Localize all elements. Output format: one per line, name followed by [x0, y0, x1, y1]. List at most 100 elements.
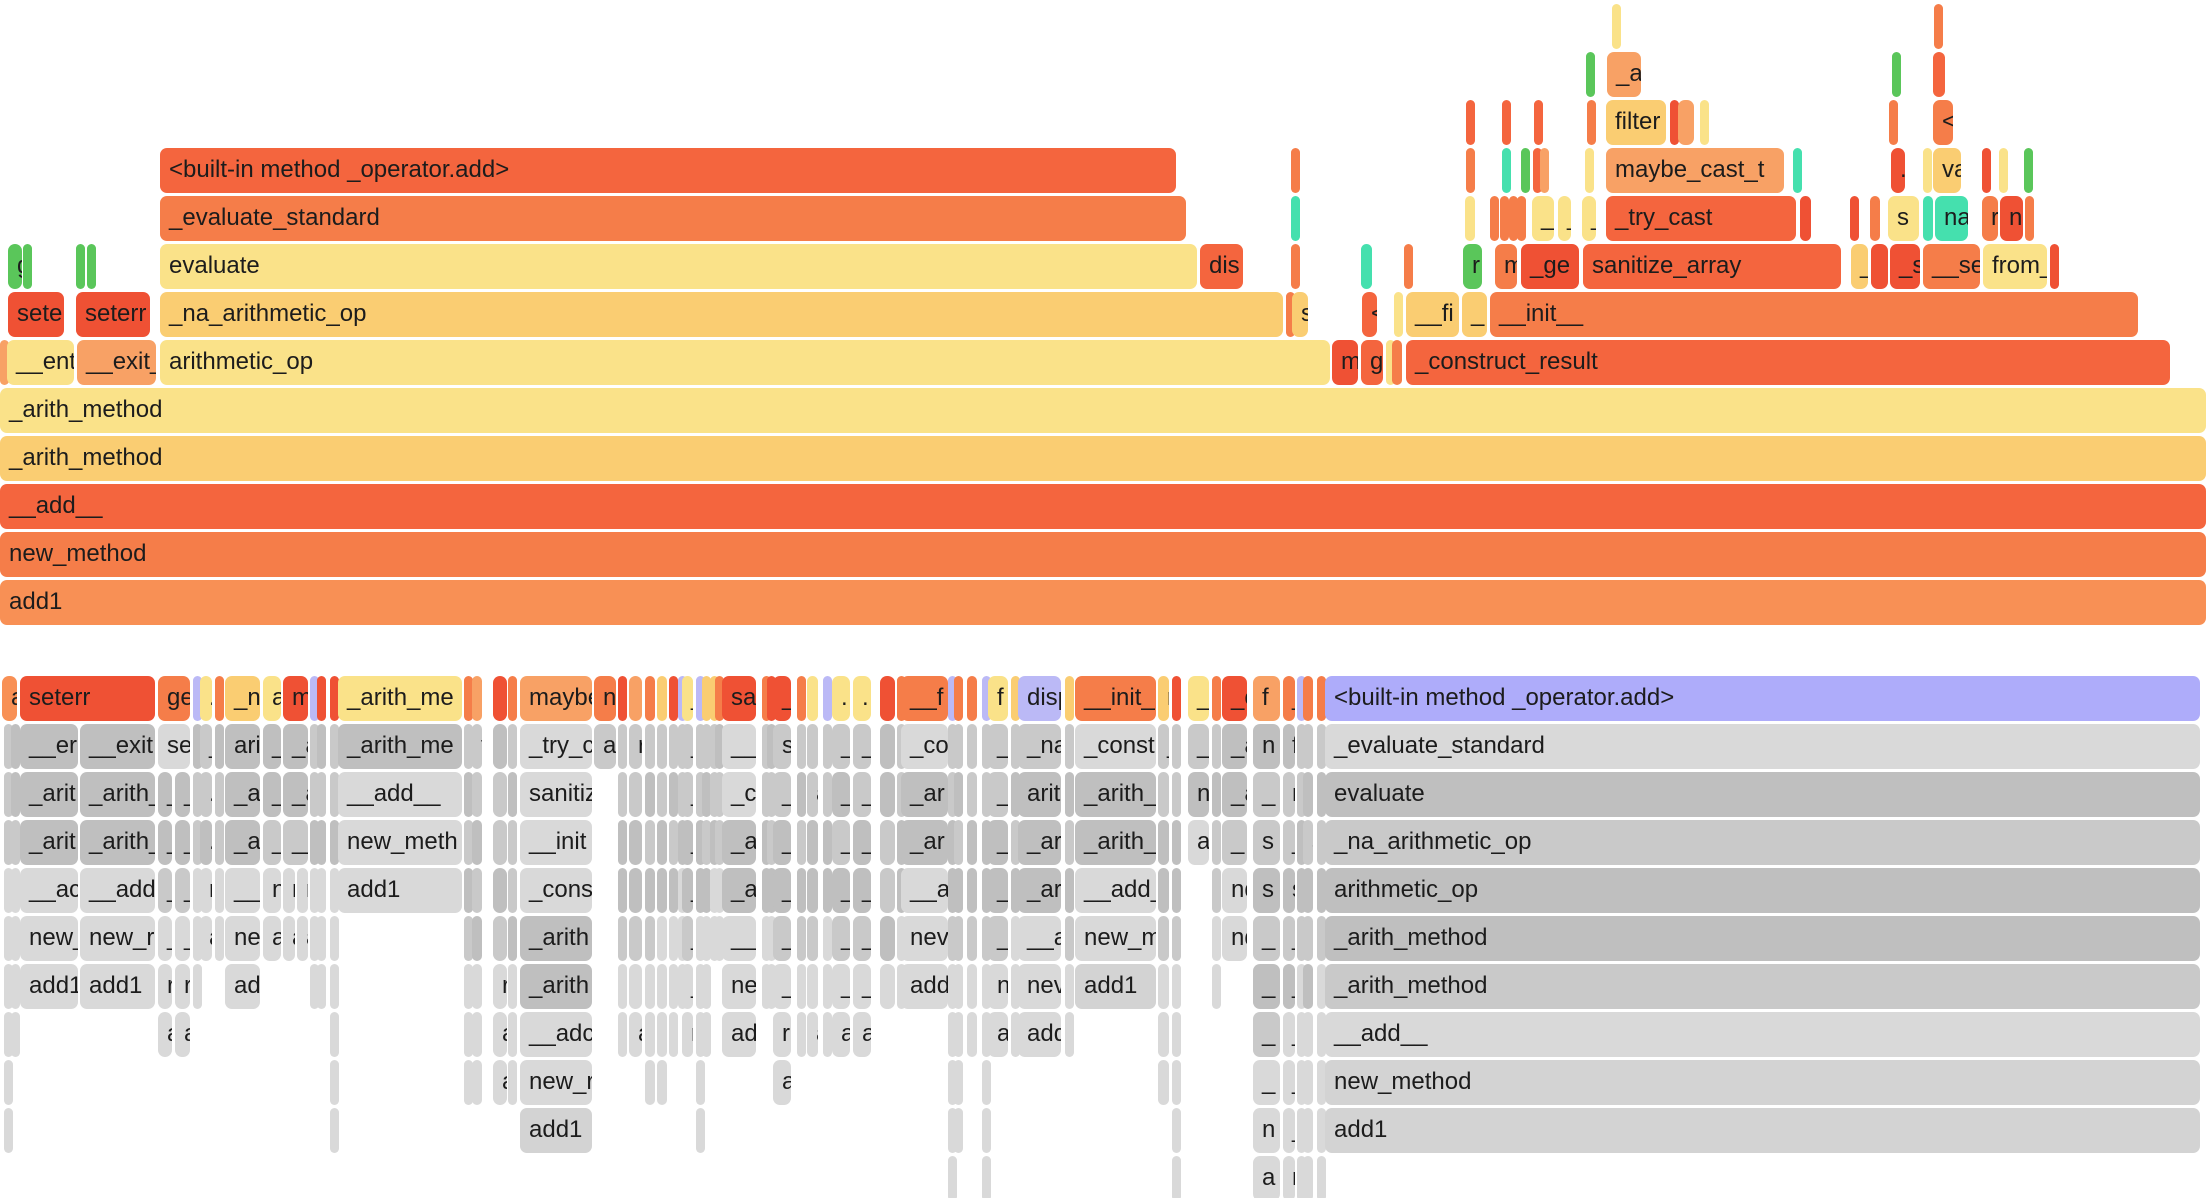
flame-frame[interactable]	[948, 868, 957, 913]
flame-frame[interactable]: _construct_result	[1406, 340, 2170, 385]
flame-frame[interactable]	[1297, 964, 1306, 1009]
flame-frame[interactable]	[330, 676, 339, 721]
flame-frame[interactable]	[317, 964, 326, 1009]
flame-frame[interactable]	[4, 1060, 13, 1105]
flame-frame[interactable]	[807, 676, 818, 721]
flame-frame[interactable]	[193, 916, 202, 961]
flame-frame[interactable]: __add__	[1325, 1012, 2200, 1057]
flame-frame[interactable]: _	[158, 820, 172, 865]
flame-frame[interactable]	[330, 964, 339, 1009]
flame-frame[interactable]: f	[988, 676, 1008, 721]
flame-frame[interactable]: r	[1982, 196, 1998, 241]
flame-frame[interactable]: add1	[1325, 1108, 2200, 1153]
flame-frame[interactable]	[215, 676, 224, 721]
flame-frame[interactable]: _s	[1890, 244, 1920, 289]
flame-frame[interactable]	[1158, 916, 1169, 961]
flame-frame[interactable]	[2025, 196, 2034, 241]
flame-frame[interactable]: _	[988, 724, 1008, 769]
flame-frame[interactable]: _ar	[901, 772, 948, 817]
flame-frame[interactable]	[1172, 1156, 1181, 1198]
flame-frame[interactable]	[1297, 1060, 1306, 1105]
flame-frame[interactable]	[645, 820, 655, 865]
flame-frame[interactable]	[954, 772, 963, 817]
flame-frame[interactable]: _a	[1222, 724, 1247, 769]
flame-frame[interactable]: <built-in method _operator.add>	[160, 148, 1176, 193]
flame-frame[interactable]	[645, 724, 655, 769]
flame-frame[interactable]	[982, 916, 991, 961]
flame-frame[interactable]: _evaluate_standard	[1325, 724, 2200, 769]
flame-frame[interactable]: _const	[1075, 724, 1156, 769]
flame-frame[interactable]: a	[175, 1012, 190, 1057]
flame-frame[interactable]	[807, 868, 818, 913]
flame-frame[interactable]	[11, 868, 20, 913]
flame-frame[interactable]: a	[594, 724, 616, 769]
flame-frame[interactable]: r	[1463, 244, 1482, 289]
flame-frame[interactable]	[464, 820, 473, 865]
flame-frame[interactable]: _	[1283, 964, 1295, 1009]
flame-frame[interactable]: _	[832, 772, 850, 817]
flame-frame[interactable]: arithmetic_op	[1325, 868, 2200, 913]
flame-frame[interactable]	[669, 724, 678, 769]
flame-frame[interactable]	[215, 772, 224, 817]
flame-frame[interactable]	[1466, 148, 1475, 193]
flame-frame[interactable]	[880, 868, 895, 913]
flame-frame[interactable]	[645, 676, 655, 721]
flame-frame[interactable]	[508, 1060, 517, 1105]
flame-frame[interactable]	[317, 772, 326, 817]
flame-frame[interactable]: ne	[225, 916, 260, 961]
flame-frame[interactable]: n	[2000, 196, 2023, 241]
flame-frame[interactable]	[1011, 772, 1020, 817]
flame-frame[interactable]: _	[832, 964, 850, 1009]
flame-frame[interactable]: a	[263, 676, 281, 721]
flame-frame[interactable]: _	[682, 916, 693, 961]
flame-frame[interactable]: _	[832, 820, 850, 865]
flame-frame[interactable]	[215, 724, 224, 769]
flame-frame[interactable]: add1	[0, 580, 2206, 625]
flame-frame[interactable]	[1297, 916, 1306, 961]
flame-frame[interactable]	[954, 1108, 963, 1153]
flame-frame[interactable]	[1502, 148, 1511, 193]
flame-frame[interactable]	[948, 724, 957, 769]
flame-frame[interactable]: s	[1303, 820, 1313, 865]
flame-frame[interactable]	[762, 868, 771, 913]
flame-frame[interactable]: _na_arithmetic_op	[1325, 820, 2200, 865]
flame-frame[interactable]	[472, 964, 482, 1009]
flame-frame[interactable]	[823, 1012, 832, 1057]
flame-frame[interactable]: ad	[1212, 964, 1221, 1009]
flame-frame[interactable]: ne	[722, 964, 756, 1009]
flame-frame[interactable]: ne	[1212, 916, 1221, 961]
flame-frame[interactable]: _try_cast	[1606, 196, 1796, 241]
flame-frame[interactable]: _	[773, 676, 791, 721]
selected-frame[interactable]: <built-in method _operator.add>	[1325, 676, 2200, 721]
flame-frame[interactable]: _	[853, 868, 871, 913]
flame-frame[interactable]: new_r	[80, 916, 155, 961]
flame-frame[interactable]	[1158, 820, 1169, 865]
flame-frame[interactable]: __se	[1923, 244, 1980, 289]
flame-frame[interactable]	[702, 1012, 711, 1057]
flame-frame[interactable]: a	[1303, 1156, 1313, 1198]
flame-frame[interactable]	[1870, 196, 1880, 241]
flame-frame[interactable]: a	[807, 1012, 818, 1057]
flame-frame[interactable]: s	[1283, 868, 1295, 913]
flame-frame[interactable]: _arith	[520, 964, 592, 1009]
flame-frame[interactable]	[1700, 100, 1709, 145]
flame-frame[interactable]: n	[1188, 772, 1209, 817]
flame-frame[interactable]	[1540, 148, 1549, 193]
flame-frame[interactable]: .	[200, 676, 212, 721]
flame-frame[interactable]: _	[1462, 292, 1487, 337]
flame-frame[interactable]	[11, 964, 20, 1009]
flame-frame[interactable]	[710, 772, 719, 817]
flame-frame[interactable]	[823, 820, 832, 865]
flame-frame[interactable]: _evaluate_standard	[160, 196, 1186, 241]
flame-frame[interactable]	[823, 916, 832, 961]
flame-frame[interactable]: _	[1558, 196, 1571, 241]
flame-frame[interactable]: va	[1933, 148, 1961, 193]
flame-frame[interactable]	[696, 868, 705, 913]
flame-frame[interactable]: f	[472, 724, 482, 769]
flame-frame[interactable]: <	[1933, 100, 1953, 145]
flame-frame[interactable]: _na	[1018, 724, 1061, 769]
flame-frame[interactable]: n	[1253, 1108, 1280, 1153]
flame-frame[interactable]	[823, 868, 832, 913]
flame-frame[interactable]	[762, 676, 771, 721]
flame-frame[interactable]: a	[988, 1012, 1008, 1057]
